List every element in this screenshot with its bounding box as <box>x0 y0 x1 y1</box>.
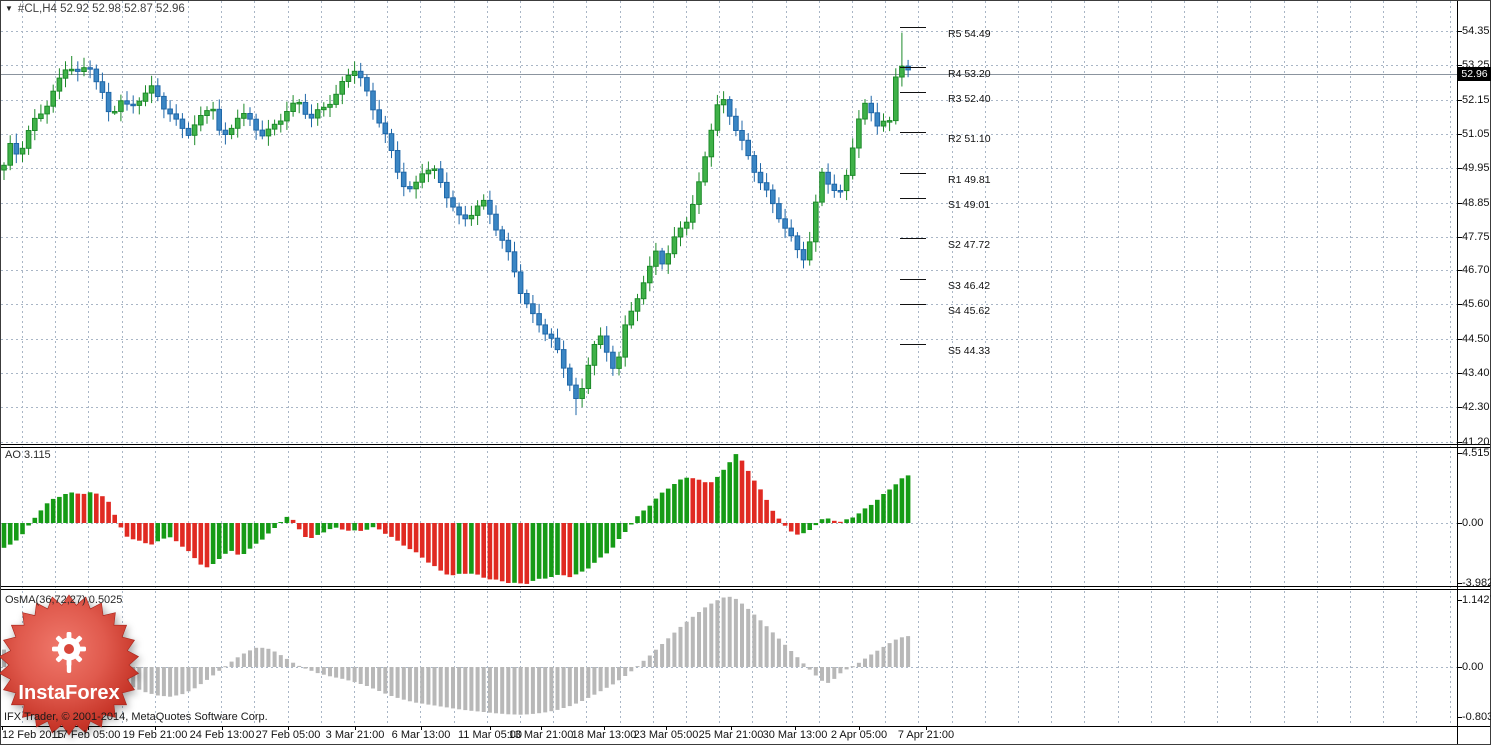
time-axis-label: 17 Feb 05:00 <box>55 729 121 741</box>
time-axis-label: 24 Feb 13:00 <box>189 729 255 741</box>
pivot-label-r2: R2 51.10 <box>948 133 991 145</box>
time-axis-label: 2 Apr 05:00 <box>830 729 888 741</box>
time-axis-label: 25 Mar 21:00 <box>698 729 764 741</box>
time-axis[interactable]: 12 Feb 2015 17 Feb 05:00 19 Feb 21:00 24 Fe… <box>0 729 1457 745</box>
pivot-label-r1: R1 49.81 <box>948 174 991 186</box>
pivot-label-r4: R4 53.20 <box>948 68 991 80</box>
osma-name: OsMA(36,72,27) <box>5 594 86 606</box>
current-price-badge: 52.96 <box>1458 67 1491 81</box>
ao-value: 3.115 <box>23 449 51 461</box>
osma-value: 0.5025 <box>88 594 123 606</box>
axis-tick-marks <box>2 31 1462 730</box>
time-axis-label: 13 Mar 21:00 <box>508 729 574 741</box>
pivot-label-s1: S1 49.01 <box>948 199 991 211</box>
pivot-label-s5: S5 44.33 <box>948 345 991 357</box>
ao-indicator-label: AO 3.115 <box>5 449 51 461</box>
osma-indicator-label: OsMA(36,72,27) 0.5025 <box>5 594 122 606</box>
pivot-label-s2: S2 47.72 <box>948 239 991 251</box>
time-axis-label: 11 Mar 05:00 <box>457 729 523 741</box>
chart-title: ▼ #CL,H4 52.92 52.98 52.87 52.96 <box>5 3 185 15</box>
time-axis-label: 12 Feb 2015 <box>2 729 64 741</box>
platform-copyright: IFX Trader, © 2001-2014, MetaQuotes Soft… <box>4 711 268 723</box>
osma-histogram <box>2 596 911 715</box>
pivot-label-s3: S3 46.42 <box>948 280 991 292</box>
time-axis-label: 30 Mar 13:00 <box>762 729 828 741</box>
pivot-label-r3: R3 52.40 <box>948 93 991 105</box>
ohlc-quote-line: 52.92 52.98 52.87 52.96 <box>60 3 185 15</box>
time-axis-label: 27 Feb 05:00 <box>255 729 321 741</box>
instaforex-logo: InstaForex <box>0 594 140 736</box>
logo-brand-text: InstaForex <box>18 682 119 704</box>
pivot-label-s4: S4 45.62 <box>948 305 991 317</box>
time-axis-label: 7 Apr 21:00 <box>897 729 955 741</box>
time-axis-label: 19 Feb 21:00 <box>122 729 188 741</box>
pivot-level-lines <box>900 27 926 345</box>
symbol-period-label: #CL,H4 <box>17 3 57 15</box>
ao-name: AO <box>5 449 21 461</box>
gear-icon <box>52 632 86 673</box>
chevron-down-icon[interactable]: ▼ <box>5 4 13 13</box>
ao-histogram <box>1 454 911 584</box>
pivot-label-r5: R5 54.49 <box>948 28 991 40</box>
time-axis-label: 23 Mar 05:00 <box>633 729 699 741</box>
grid-lines <box>1 1 1457 726</box>
time-axis-label: 6 Mar 13:00 <box>391 729 451 741</box>
candlestick-series <box>1 32 911 416</box>
time-axis-label: 3 Mar 21:00 <box>325 729 385 741</box>
time-axis-label: 18 Mar 13:00 <box>571 729 637 741</box>
